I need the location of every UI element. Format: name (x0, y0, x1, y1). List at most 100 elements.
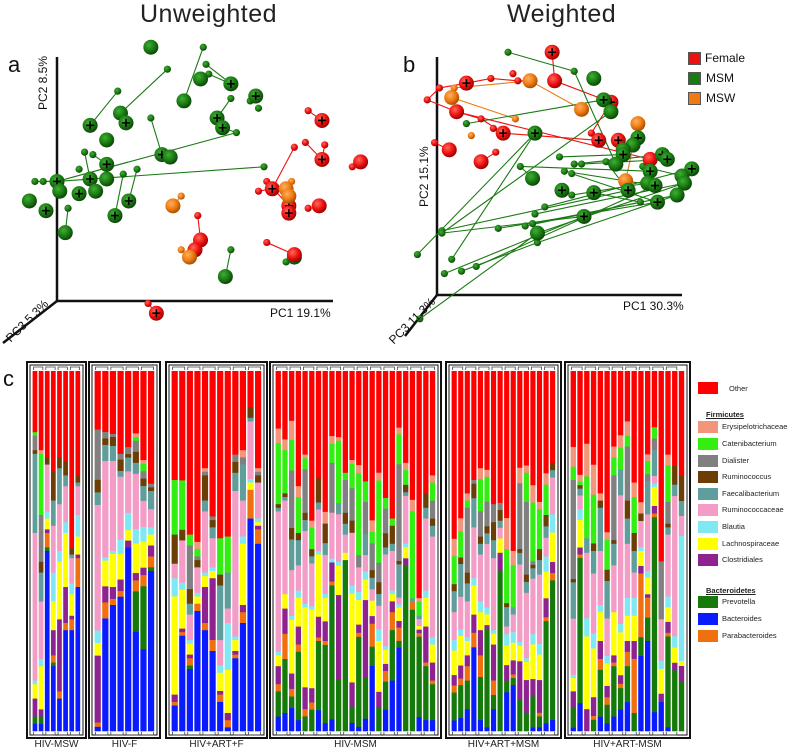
bar-segment-Dialister (396, 464, 402, 562)
bar-segment-Prevotella (497, 570, 503, 732)
bar-segment-Ruminococcaceae (678, 516, 685, 537)
bar-segment-Ruminococcaceae (109, 461, 117, 552)
sample-point-small (568, 191, 576, 199)
bar-segment-Faecalibacterium (117, 471, 124, 478)
bar-segment-Parabacteroides (102, 602, 109, 619)
sample-point-small (555, 153, 564, 161)
bar-segment-Prevotella (523, 712, 529, 732)
bar-segment-Ruminococcaceae (624, 543, 631, 599)
sample-bar (665, 371, 671, 732)
bar-segment-Ruminococcus (423, 493, 429, 509)
bar-segment-Ruminococcaceae (638, 521, 644, 548)
legend-label: Blautia (722, 522, 745, 531)
sample-point-small (290, 143, 298, 151)
bar-segment-Lachnospiraceae (517, 645, 523, 662)
bar-segment-Other (497, 371, 503, 504)
bar-segment-Blautia (63, 522, 68, 534)
bar-segment-Faecalibacterium (38, 572, 44, 602)
bar-segment-Blautia (349, 585, 355, 594)
bar-segment-Ruminococcus (186, 589, 193, 605)
sample-pair-bracket (140, 366, 154, 370)
sample-bar (38, 371, 44, 732)
bar-segment-Other (201, 371, 209, 469)
group-label: HIV+ART-MSM (593, 739, 662, 750)
sample-pair-bracket (140, 732, 154, 736)
bar-segment-Ruminococcaceae (584, 552, 590, 619)
bar-segment-Erysipelotrichaceae (530, 485, 536, 503)
bar-segment-Ruminococcus (147, 487, 155, 492)
bar-segment-Erysipelotrichaceae (464, 493, 470, 501)
sample-bar (125, 371, 132, 732)
bar-segment-Clostridiales (75, 554, 81, 559)
sample-link-line (507, 51, 575, 72)
bar-segment-Faecalibacterium (322, 543, 328, 556)
bar-segment-Ruminococcus (369, 570, 375, 579)
bar-segment-Parabacteroides (382, 671, 389, 682)
sample-point-small (430, 139, 439, 147)
bar-segment-Lachnospiraceae (611, 612, 617, 656)
bar-segment-Lachnospiraceae (255, 522, 262, 527)
sample-pair-bracket (410, 732, 422, 736)
bar-segment-Bacteroides (624, 702, 631, 732)
bar-segment-Erysipelotrichaceae (239, 450, 247, 458)
bar-segment-Other (678, 371, 685, 477)
bar-segment-Bacteroides (44, 551, 50, 732)
bar-segment-Parabacteroides (577, 554, 583, 559)
bar-segment-Parabacteroides (275, 684, 281, 692)
bar-segment-Bacteroides (179, 635, 186, 732)
bar-segment-Faecalibacterium (484, 533, 490, 545)
bar-segment-Clostridiales (275, 666, 281, 685)
cross-marker-icon (317, 116, 326, 125)
sample-link-line (544, 168, 692, 208)
bar-segment-Faecalibacterium (678, 501, 685, 517)
bar-segment-Clostridiales (309, 688, 315, 703)
bar-segment-Lachnospiraceae (239, 543, 247, 606)
bar-segment-Clostridiales (416, 629, 422, 634)
bar-segment-Catenibacterium (504, 549, 510, 604)
bar-segment-Lachnospiraceae (171, 596, 178, 695)
bar-segment-Faecalibacterium (517, 552, 523, 565)
bar-segment-Bacteroides (194, 611, 201, 732)
sample-point-small (477, 115, 485, 123)
sample-point-large (281, 188, 297, 204)
sample-bar (362, 371, 369, 732)
sample-group-HIV+ART+F (165, 361, 268, 739)
sample-pair-bracket (491, 732, 503, 736)
sample-link-line (520, 165, 651, 172)
sample-pair-bracket (665, 366, 678, 370)
sample-bar (102, 371, 109, 732)
bar-segment-Ruminococcaceae (69, 558, 75, 584)
bar-segment-Blautia (38, 659, 44, 667)
bar-segment-Erysipelotrichaceae (631, 482, 637, 498)
bar-segment-Prevotella (550, 580, 556, 721)
bar-segment-Blautia (194, 592, 201, 597)
sample-pair-bracket (370, 366, 382, 370)
bar-segment-Lachnospiraceae (638, 551, 644, 567)
sample-point-small (521, 222, 529, 230)
bar-segment-Faecalibacterium (224, 572, 231, 609)
legend-label-msw: MSW (706, 91, 736, 105)
panel-a-y-axis-label: PC2 8.5% (36, 55, 50, 110)
bar-segment-Blautia (464, 637, 470, 642)
sample-point-small (487, 74, 495, 83)
sample-pair-bracket (202, 732, 216, 736)
bar-segment-Lachnospiraceae (403, 547, 409, 559)
bar-segment-Catenibacterium (295, 497, 302, 534)
bar-segment-Prevotella (504, 680, 510, 693)
sample-point-small (568, 170, 576, 178)
bar-segment-Ruminococcus (523, 574, 529, 583)
bar-segment-Catenibacterium (590, 494, 597, 544)
bar-segment-Lachnospiraceae (315, 554, 322, 618)
sample-point-small (321, 141, 329, 149)
bar-segment-Blautia (102, 557, 109, 561)
sample-bar (335, 371, 342, 732)
sample-point-small (504, 48, 512, 56)
bar-segment-Clostridiales (255, 525, 262, 530)
bar-segment-Other (570, 371, 576, 448)
sample-bar (69, 371, 75, 732)
bar-segment-Other (356, 371, 362, 466)
bar-segment-Parabacteroides (464, 666, 470, 681)
bar-segment-Ruminococcaceae (617, 495, 624, 625)
sample-point-small (467, 131, 475, 140)
bar-segment-Dialister (289, 470, 295, 529)
